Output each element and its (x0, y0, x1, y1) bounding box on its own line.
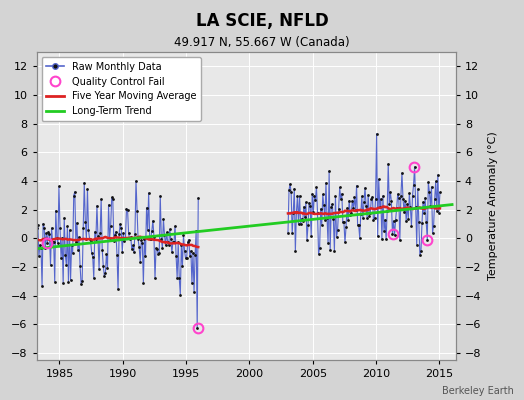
Text: 49.917 N, 55.667 W (Canada): 49.917 N, 55.667 W (Canada) (174, 36, 350, 49)
Legend: Raw Monthly Data, Quality Control Fail, Five Year Moving Average, Long-Term Tren: Raw Monthly Data, Quality Control Fail, … (41, 57, 201, 121)
Y-axis label: Temperature Anomaly (°C): Temperature Anomaly (°C) (488, 132, 498, 280)
Text: Berkeley Earth: Berkeley Earth (442, 386, 514, 396)
Text: LA SCIE, NFLD: LA SCIE, NFLD (195, 12, 329, 30)
